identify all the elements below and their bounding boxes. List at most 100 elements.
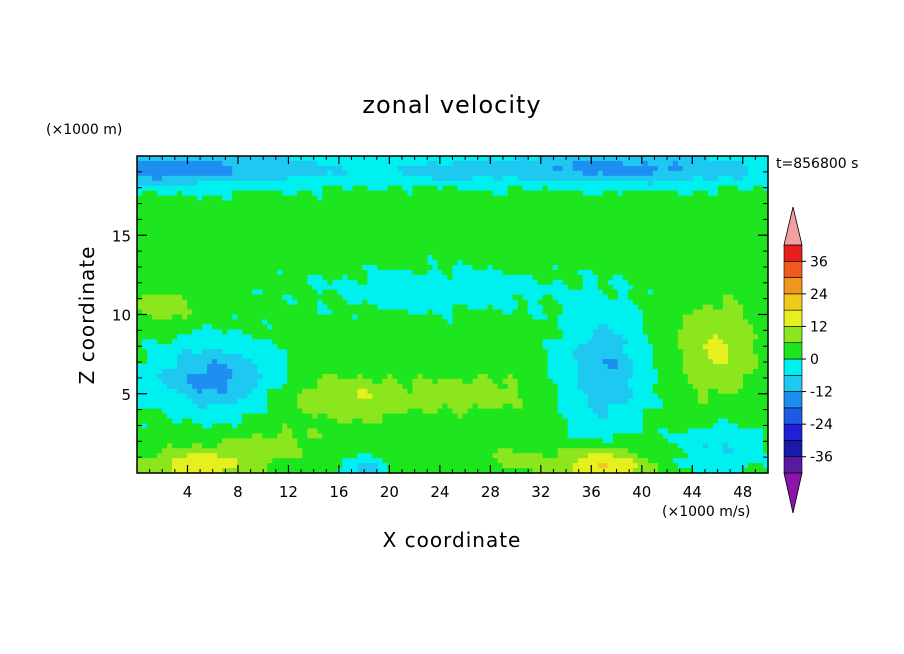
field-cell — [522, 339, 529, 345]
field-cell — [677, 344, 684, 350]
field-cell — [302, 185, 308, 192]
field-cell — [552, 245, 559, 251]
field-cell — [492, 245, 499, 251]
field-cell — [172, 255, 178, 261]
field-cell — [407, 289, 414, 296]
field-cell — [742, 314, 749, 321]
field-cell — [682, 205, 689, 212]
field-cell — [697, 225, 704, 231]
field-cell — [342, 304, 348, 311]
field-cell — [322, 264, 328, 271]
field-cell — [762, 156, 769, 162]
field-cell — [422, 245, 429, 251]
field-cell — [327, 210, 333, 217]
field-cell — [462, 294, 469, 301]
field-cell — [562, 220, 569, 226]
field-cell — [212, 245, 218, 251]
field-cell — [562, 294, 569, 301]
field-cell — [612, 170, 619, 177]
field-cell — [447, 260, 454, 266]
field-cell — [517, 344, 524, 350]
field-cell — [492, 304, 499, 311]
field-cell — [457, 156, 464, 162]
field-cell — [357, 334, 363, 340]
field-cell — [382, 230, 388, 236]
field-cell — [562, 260, 569, 266]
field-cell — [202, 185, 208, 192]
field-cell — [632, 215, 639, 221]
field-cell — [687, 170, 694, 177]
field-cell — [502, 279, 509, 286]
field-cell — [537, 185, 544, 192]
field-cell — [377, 309, 383, 316]
field-cell — [537, 344, 544, 350]
field-cell — [747, 160, 754, 167]
field-cell — [487, 319, 494, 325]
field-cell — [292, 160, 298, 167]
field-cell — [232, 334, 238, 340]
field-cell — [587, 225, 594, 231]
field-cell — [412, 264, 419, 271]
field-cell — [542, 269, 549, 276]
field-cell — [532, 344, 539, 350]
field-cell — [257, 200, 263, 207]
field-cell — [437, 180, 444, 187]
field-cell — [697, 190, 704, 197]
field-cell — [397, 329, 404, 335]
field-cell — [522, 319, 529, 325]
field-cell — [567, 264, 574, 271]
field-cell — [682, 210, 689, 217]
field-cell — [322, 225, 328, 231]
field-cell — [662, 304, 669, 311]
field-cell — [522, 245, 529, 251]
field-cell — [602, 250, 609, 256]
field-cell — [377, 255, 383, 261]
field-cell — [537, 205, 544, 212]
field-cell — [517, 294, 524, 301]
field-cell — [197, 205, 203, 212]
field-cell — [372, 200, 378, 207]
field-cell — [542, 304, 549, 311]
field-cell — [227, 245, 233, 251]
field-cell — [177, 160, 183, 167]
field-cell — [722, 195, 729, 202]
field-cell — [647, 225, 654, 231]
field-cell — [592, 190, 599, 197]
field-cell — [477, 220, 484, 226]
field-cell — [347, 245, 353, 251]
field-cell — [502, 319, 509, 325]
field-cell — [202, 339, 208, 345]
field-cell — [382, 180, 388, 187]
field-cell — [387, 289, 394, 296]
field-cell — [512, 220, 519, 226]
field-cell — [457, 230, 464, 236]
field-cell — [737, 190, 744, 197]
field-cell — [572, 210, 579, 217]
field-cell — [402, 210, 409, 217]
field-cell — [172, 349, 178, 355]
field-cell — [557, 195, 564, 202]
field-cell — [367, 255, 373, 261]
field-cell — [292, 205, 298, 212]
field-cell — [507, 284, 514, 291]
field-cell — [337, 180, 343, 187]
field-cell — [337, 200, 343, 207]
field-cell — [412, 324, 419, 330]
field-cell — [477, 205, 484, 212]
field-cell — [707, 170, 714, 177]
field-cell — [592, 284, 599, 291]
field-cell — [502, 170, 509, 177]
field-cell — [242, 309, 248, 316]
field-cell — [562, 156, 569, 162]
field-cell — [467, 195, 474, 202]
field-cell — [552, 170, 559, 177]
field-cell — [272, 289, 278, 296]
field-cell — [547, 175, 554, 182]
field-cell — [532, 156, 539, 162]
field-cell — [337, 284, 343, 291]
field-cell — [717, 279, 724, 286]
field-cell — [192, 255, 198, 261]
field-cell — [582, 304, 589, 311]
field-cell — [267, 200, 273, 207]
field-cell — [727, 279, 734, 286]
